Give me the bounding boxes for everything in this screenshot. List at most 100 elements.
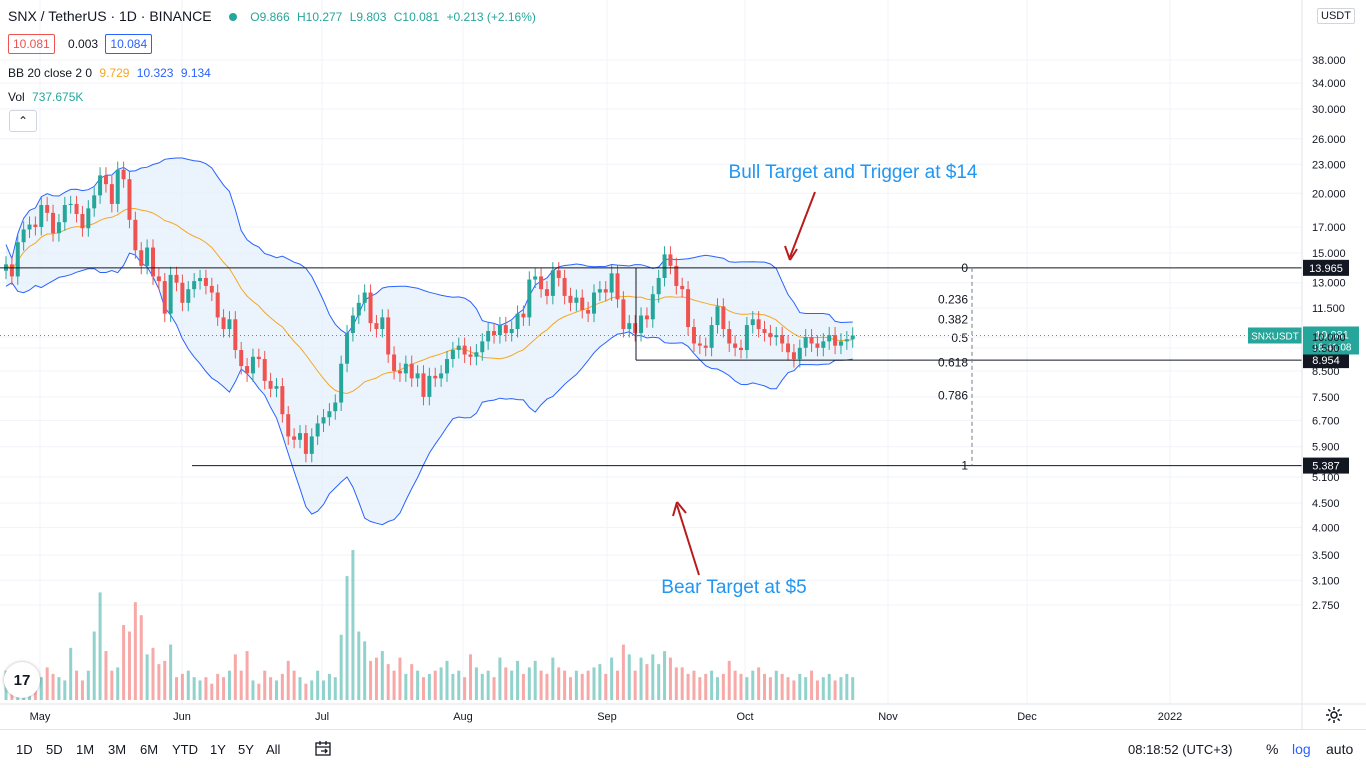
candle-body: [98, 175, 103, 196]
bull-arrowhead: [784, 245, 798, 261]
y-tick-label: 20.000: [1312, 188, 1346, 200]
log-scale-toggle[interactable]: log: [1292, 741, 1311, 757]
volume-bar: [339, 634, 343, 700]
candle-body: [403, 363, 408, 374]
auto-scale-toggle[interactable]: auto: [1326, 741, 1354, 757]
volume-bar: [298, 677, 302, 700]
candle-body: [539, 276, 544, 290]
volume-bar: [715, 677, 719, 700]
range-all[interactable]: All: [266, 742, 281, 757]
volume-bar: [727, 660, 731, 700]
y-tick-label: 17.000: [1312, 222, 1346, 234]
volume-bar: [151, 647, 155, 700]
clock-display[interactable]: 08:18:52 (UTC+3): [1128, 742, 1233, 757]
volume-bar: [627, 654, 631, 700]
y-tick-label: 4.500: [1312, 498, 1340, 510]
volume-bar: [645, 664, 649, 700]
currency-tag[interactable]: USDT: [1317, 8, 1355, 24]
range-5y[interactable]: 5Y: [238, 742, 254, 757]
candle-body: [674, 265, 679, 286]
volume-bar: [186, 670, 190, 700]
volume-bar: [810, 670, 814, 700]
volume-bar: [516, 660, 520, 700]
candle-body: [797, 347, 802, 360]
candle-body: [744, 325, 749, 351]
volume-bar: [504, 667, 508, 700]
volume-legend[interactable]: Vol 737.675K: [8, 90, 87, 104]
volume-bar: [680, 667, 684, 700]
volume-bar: [169, 644, 173, 700]
volume-bar: [663, 651, 667, 700]
price-axis: 38.000 34.000 30.000 26.000 23.000 20.000 17.0…: [1301, 0, 1346, 729]
volume-bar: [333, 677, 337, 700]
range-1m[interactable]: 1M: [76, 742, 95, 757]
range-1d[interactable]: 1D: [16, 742, 33, 757]
volume-bar: [580, 673, 584, 700]
range-ytd[interactable]: YTD: [172, 742, 198, 757]
volume-bar: [668, 657, 672, 700]
candle-body: [268, 380, 273, 389]
volume-bar: [392, 670, 396, 700]
range-3m[interactable]: 3M: [108, 742, 127, 757]
bull-target-annotation: Bull Target and Trigger at $14: [729, 162, 978, 183]
volume-bar: [369, 660, 373, 700]
candle-body: [521, 313, 526, 318]
range-6m[interactable]: 6M: [140, 742, 159, 757]
volume-bar: [651, 654, 655, 700]
level-price-label: 5.387: [1312, 461, 1340, 473]
candle-body: [121, 169, 126, 180]
volume-bar: [498, 657, 502, 700]
gear-icon[interactable]: [1325, 706, 1343, 724]
candle-body: [62, 205, 67, 223]
candle-body: [774, 335, 779, 338]
vol-label: Vol: [8, 90, 25, 104]
x-tick-label: Jul: [315, 711, 329, 723]
volume-bar: [92, 631, 96, 700]
price-chart[interactable]: 13.965 8.954 5.387 0 0.236 0.382 0.5 0.618 0.78…: [0, 0, 1366, 729]
volume-bar: [568, 677, 572, 700]
candle-body: [615, 273, 620, 300]
symbol-tag-label: SNXUSDT: [1251, 331, 1299, 342]
volume-bar: [739, 673, 743, 700]
range-1y[interactable]: 1Y: [210, 742, 226, 757]
buy-price-button[interactable]: 10.084: [105, 34, 153, 54]
candle-body: [9, 264, 14, 277]
volume-bar: [616, 670, 620, 700]
open-value: O9.866: [250, 10, 290, 24]
y-tick-label: 8.500: [1312, 366, 1340, 378]
volume-bar: [251, 680, 255, 700]
candle-body: [756, 319, 761, 330]
candle-body: [250, 356, 255, 374]
volume-bar: [263, 670, 267, 700]
level-price-label: 8.954: [1312, 355, 1340, 367]
sell-price-button[interactable]: 10.081: [8, 34, 55, 54]
candle-body: [568, 295, 573, 303]
volume-bar: [839, 677, 843, 700]
volume-bar: [833, 680, 837, 700]
candle-body: [427, 375, 432, 397]
bb-legend[interactable]: BB 20 close 2 0 9.729 10.323 9.134: [8, 66, 215, 80]
volume-bar: [257, 683, 261, 700]
candle-body: [139, 250, 144, 266]
candle-body: [198, 277, 203, 282]
volume-bar: [175, 677, 179, 700]
candle-body: [727, 329, 732, 344]
volume-bar: [245, 651, 249, 700]
candle-body: [180, 282, 185, 303]
goto-date-icon[interactable]: [314, 740, 332, 758]
candle-body: [315, 423, 320, 437]
tradingview-logo-icon[interactable]: 17: [4, 662, 40, 698]
volume-bar: [792, 680, 796, 700]
candle-body: [145, 247, 150, 266]
collapse-legend-button[interactable]: ⌃: [9, 110, 37, 132]
candle-body: [80, 213, 85, 229]
candle-body: [68, 203, 73, 206]
percent-scale-toggle[interactable]: %: [1266, 741, 1279, 757]
symbol-title[interactable]: SNX / TetherUS · 1D · BINANCE: [8, 8, 212, 24]
range-5d[interactable]: 5D: [46, 742, 63, 757]
chevron-up-icon: ⌃: [17, 114, 29, 128]
high-value: H10.277: [296, 10, 343, 24]
volume-bar: [598, 664, 602, 700]
volume-bar: [851, 677, 855, 700]
